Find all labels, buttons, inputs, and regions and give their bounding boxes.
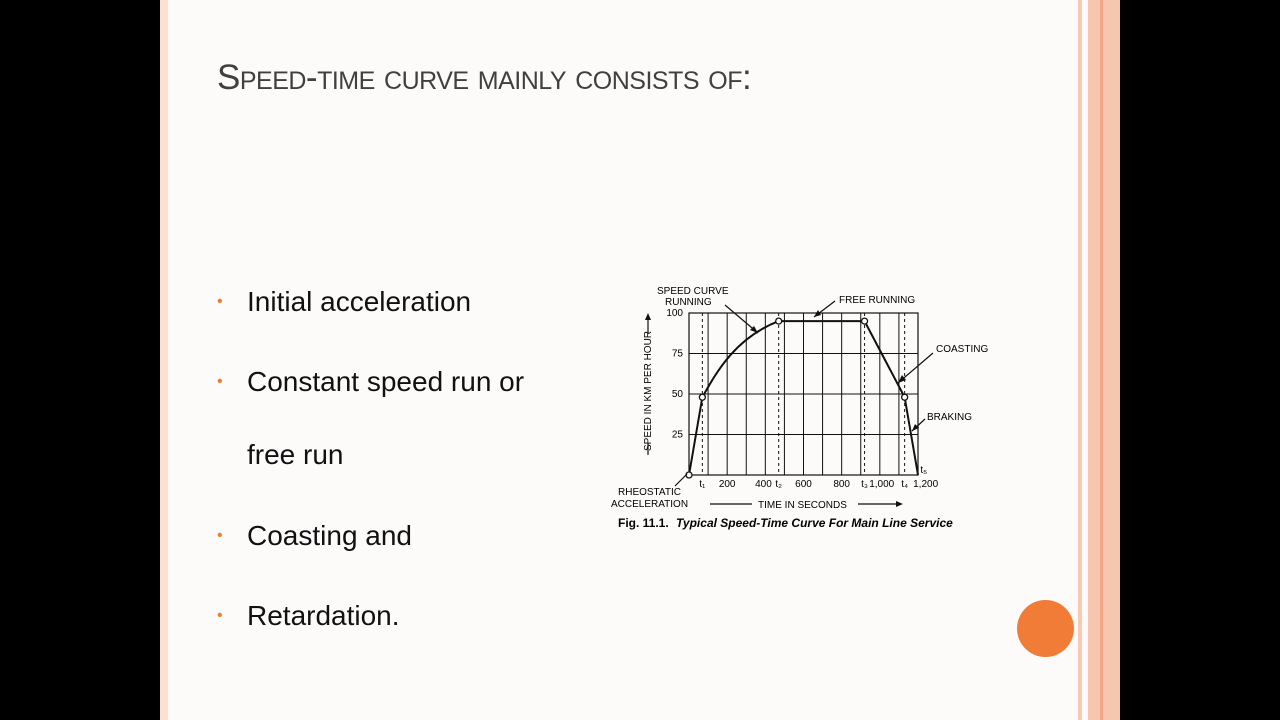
curve-point-marker xyxy=(860,317,869,325)
x-tick-label: t₅ xyxy=(920,465,927,476)
pointer-arrowhead xyxy=(750,326,758,333)
annotation-coasting: COASTING xyxy=(936,344,988,355)
y-axis-title: SPEED IN KM PER HOUR xyxy=(643,331,654,451)
annotation-braking: BRAKING xyxy=(927,412,972,423)
caption-prefix: Fig. 11.1. xyxy=(618,516,669,530)
bullet-text: Constant speed run or xyxy=(247,366,525,397)
y-axis-arrowhead xyxy=(645,313,651,320)
y-tick-label: 50 xyxy=(672,389,684,400)
x-axis-title: TIME IN SECONDS xyxy=(758,500,847,511)
curve-point-marker xyxy=(685,471,693,479)
x-tick-label: t₄ xyxy=(901,479,908,490)
slide: Speed-time curve mainly consists of: • I… xyxy=(160,0,1120,720)
curve-point-marker xyxy=(775,317,783,325)
x-tick-label: t₁ xyxy=(699,479,706,490)
pointer-arrowhead xyxy=(912,424,919,431)
x-tick-label: t₂ xyxy=(775,479,782,490)
y-tick-label: 25 xyxy=(672,430,684,441)
speed-curve-line xyxy=(688,320,919,476)
annotation-free-running: FREE RUNNING xyxy=(839,295,915,306)
speed-time-chart: 25 50 75 100 t₁ 200 400 t₂ 600 800 t₃ 1,000 t₄ 1,200 t… xyxy=(611,286,988,530)
x-axis-arrowhead xyxy=(896,501,903,507)
right-stripe-wide xyxy=(1088,0,1120,720)
caption-text: Typical Speed-Time Curve For Main Line S… xyxy=(676,516,953,530)
figure-caption: Fig. 11.1. Typical Speed-Time Curve For … xyxy=(618,516,953,530)
annotation-rheostatic: RHEOSTATIC xyxy=(618,487,681,498)
slide-nav-circle[interactable] xyxy=(1017,600,1074,657)
annotation-running: RUNNING xyxy=(665,297,712,308)
bullet-text: Initial acceleration xyxy=(247,286,472,317)
chart-curve xyxy=(685,317,919,479)
bullet-dot-icon: • xyxy=(217,527,223,544)
pointer-rheostatic xyxy=(674,473,688,487)
y-tick-label: 75 xyxy=(672,349,684,360)
curve-point-marker xyxy=(698,393,707,401)
pointer-arrowhead xyxy=(898,375,906,383)
annotation-acceleration: ACCELERATION xyxy=(611,499,688,510)
bullet-text: free run xyxy=(247,439,344,470)
bullet-dot-icon: • xyxy=(217,373,223,390)
x-tick-label: 200 xyxy=(719,479,736,490)
x-tick-label: 800 xyxy=(833,479,850,490)
slide-title: Speed-time curve mainly consists of: xyxy=(217,58,752,97)
bullet-dot-icon: • xyxy=(217,607,223,624)
x-tick-label: 400 xyxy=(755,479,772,490)
y-tick-label: 100 xyxy=(666,308,683,319)
chart-grid xyxy=(688,312,919,476)
x-tick-label: 1,000 xyxy=(869,479,894,490)
right-stripe-line xyxy=(1100,0,1103,720)
right-stripe-thin xyxy=(1078,0,1082,720)
chart-ticks: 25 50 75 100 t₁ 200 400 t₂ 600 800 t₃ 1,000 t₄ 1,200 t… xyxy=(666,308,938,490)
bullet-dot-icon: • xyxy=(217,293,223,310)
pointer-arrowhead xyxy=(814,310,821,317)
left-stripe xyxy=(160,0,168,720)
bullet-text: Coasting and xyxy=(247,520,413,551)
x-tick-label: 1,200 xyxy=(913,479,938,490)
curve-point-marker xyxy=(900,393,909,401)
bullet-text: Retardation. xyxy=(247,600,400,631)
x-tick-label: 600 xyxy=(795,479,812,490)
x-tick-label: t₃ xyxy=(861,479,868,490)
speed-time-figure: 25 50 75 100 t₁ 200 400 t₂ 600 800 t₃ 1,000 t₄ 1,200 t… xyxy=(600,275,1000,540)
annotation-speed-curve: SPEED CURVE xyxy=(657,286,729,297)
